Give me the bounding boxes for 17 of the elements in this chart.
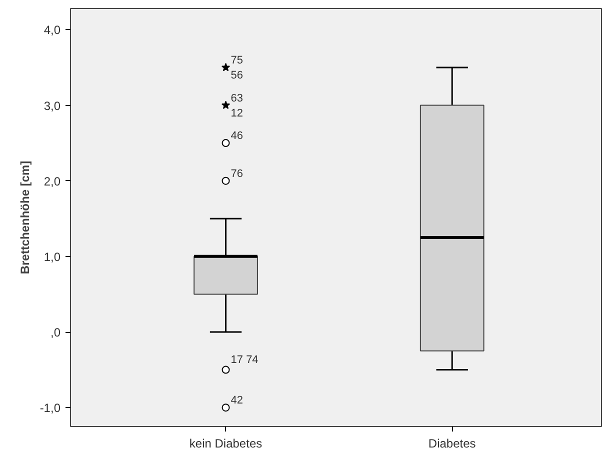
y-tick-label: 2,0 [44,174,61,188]
x-tick-label: Diabetes [428,436,476,450]
annotation: 76 [230,168,244,180]
y-tick-label: 3,0 [44,98,61,113]
annotation: 63 [230,92,244,104]
y-tick-label: ,0 [50,326,61,340]
y-tick-label: 1,0 [44,250,61,264]
y-tick-label: -1,0 [40,401,61,416]
annotation: 46 [230,130,244,142]
annotation: 12 [230,107,244,120]
annotation: 75 [230,54,244,66]
annotation: 56 [230,69,244,82]
y-axis-title: Brettchenhöhe [cm] [18,160,32,274]
annotation: 17 74 [230,354,258,366]
y-tick-label: 4,0 [44,23,61,38]
annotation: 42 [230,394,244,407]
x-tick-label: kein Diabetes [189,436,262,450]
